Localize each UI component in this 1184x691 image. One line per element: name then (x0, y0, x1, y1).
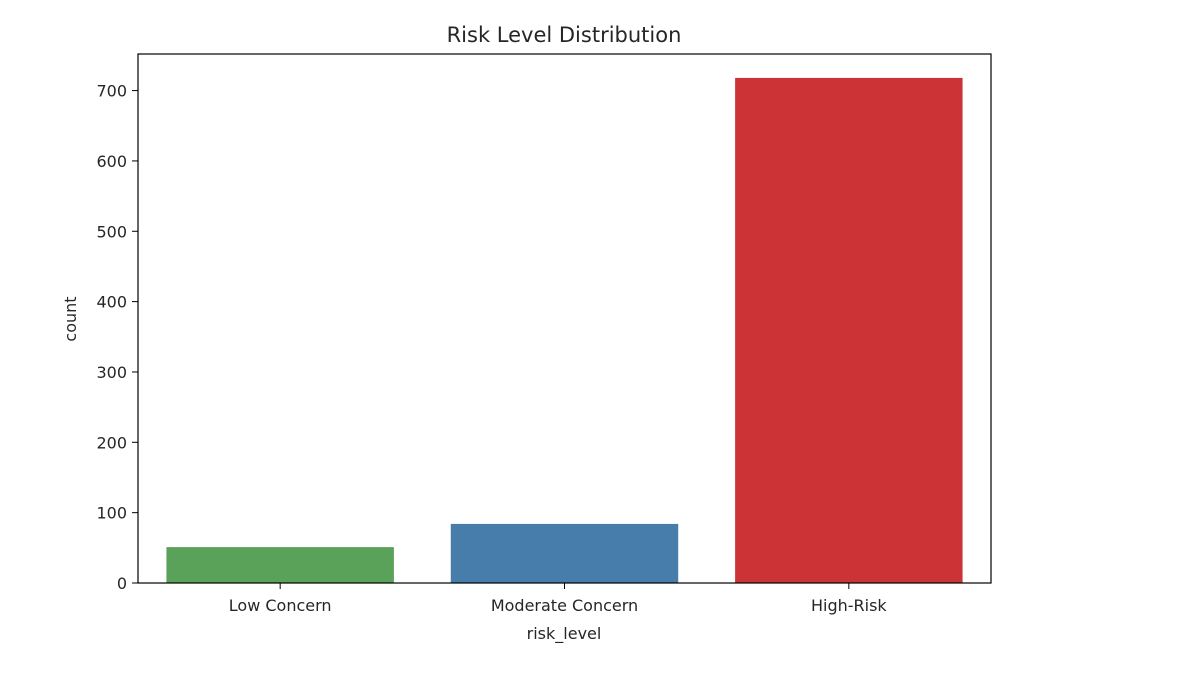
bar-moderate-concern (450, 523, 679, 583)
bar-low-concern (166, 547, 394, 583)
y-tick-label: 100 (96, 504, 127, 523)
y-tick-label: 300 (96, 363, 127, 382)
y-tick-label: 600 (96, 152, 127, 171)
y-tick-label: 700 (96, 82, 127, 101)
x-axis-ticks: Low Concern Moderate Concern High-Risk (229, 583, 887, 615)
bars-group (166, 77, 963, 584)
y-tick-label: 400 (96, 293, 127, 312)
y-tick-label: 500 (96, 222, 127, 241)
x-axis-label: risk_level (527, 624, 602, 644)
x-tick-label: Moderate Concern (491, 596, 638, 615)
y-tick-label: 200 (96, 433, 127, 452)
chart-title: Risk Level Distribution (447, 23, 682, 47)
bar-high-risk (735, 77, 963, 584)
x-tick-label: High-Risk (811, 596, 887, 615)
y-tick-label: 0 (117, 574, 127, 593)
y-axis-label: count (61, 296, 80, 341)
y-axis-ticks: 0 100 200 300 400 500 600 700 (96, 82, 138, 593)
x-tick-label: Low Concern (229, 596, 332, 615)
plot-frame (137, 53, 992, 584)
